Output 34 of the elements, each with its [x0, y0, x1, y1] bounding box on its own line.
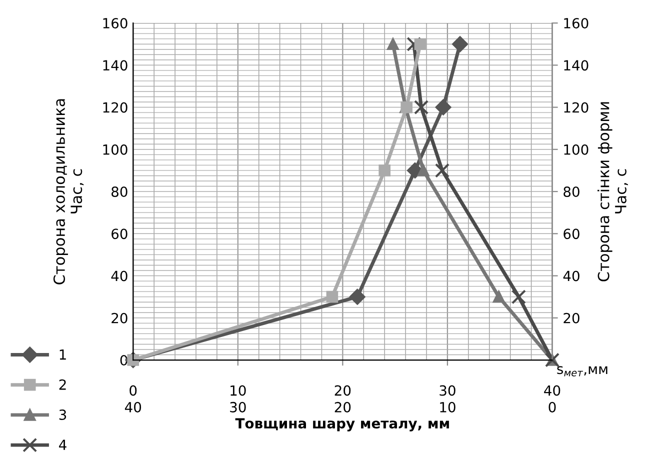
x2-tick-label: 40 [124, 402, 142, 412]
y-tick-label: 60 [112, 228, 128, 240]
x2-tick-label: 30 [230, 402, 246, 412]
y-tick-label: 160 [103, 18, 128, 29]
y-tick-label: 80 [112, 186, 128, 197]
x2-tick-label: 0 [548, 402, 556, 412]
legend-label: 4 [59, 440, 66, 450]
legend-label: 1 [60, 349, 66, 360]
y2-tick-label: 20 [564, 312, 580, 324]
x-axis-title: Товщина шару металу, мм [235, 418, 449, 432]
legend-label: 2 [59, 379, 66, 390]
y2-tick-label: 100 [564, 144, 588, 155]
x-tick-label: 10 [230, 385, 246, 396]
y-axis-title: Сторона холодильника Час, с [53, 99, 84, 284]
x-tick-label: 30 [440, 385, 456, 396]
x-tick-label: 0 [130, 385, 137, 396]
x2-tick-label: 10 [440, 402, 456, 412]
x2-tick-label: 20 [334, 402, 351, 412]
legend-label: 3 [59, 409, 66, 420]
x-tick-label: 20 [334, 385, 351, 396]
y-tick-label: 40 [111, 270, 128, 282]
y2-tick-label: 140 [564, 60, 588, 71]
y-tick-label: 140 [103, 60, 128, 71]
x-tick-label: 40 [544, 385, 560, 396]
y2-tick-label: 40 [563, 270, 580, 282]
y2-tick-label: 60 [564, 228, 580, 240]
y-tick-label: 20 [112, 312, 128, 324]
y-tick-label: 120 [103, 102, 128, 113]
y2-tick-label: 160 [564, 18, 588, 29]
y2-axis-title: Сторона стінки форми Час, с [598, 102, 628, 282]
y2-tick-label: 120 [564, 102, 588, 113]
text: s$_{мет}$,мм [557, 366, 608, 376]
y2-tick-label: 80 [564, 186, 580, 197]
y-tick-label: 100 [103, 144, 128, 155]
